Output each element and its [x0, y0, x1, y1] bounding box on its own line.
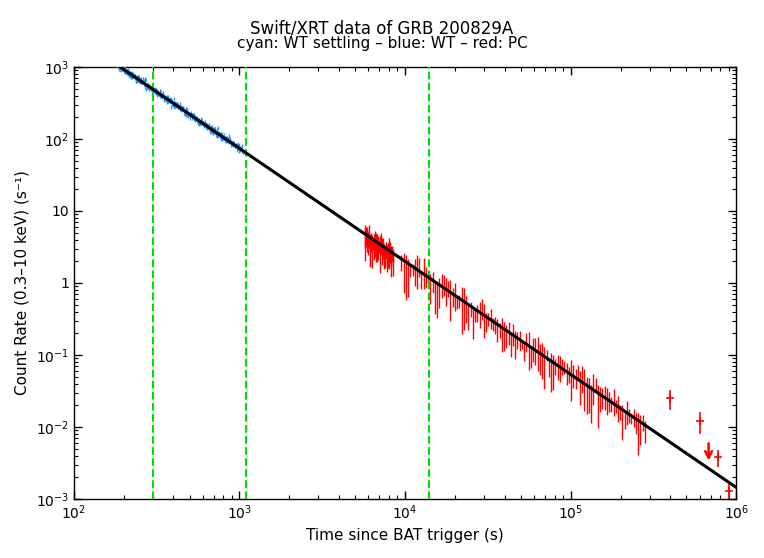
X-axis label: Time since BAT trigger (s): Time since BAT trigger (s) — [306, 528, 504, 543]
Y-axis label: Count Rate (0.3–10 keV) (s⁻¹): Count Rate (0.3–10 keV) (s⁻¹) — [15, 171, 30, 396]
Text: Swift/XRT data of GRB 200829A: Swift/XRT data of GRB 200829A — [251, 20, 513, 37]
Text: cyan: WT settling – blue: WT – red: PC: cyan: WT settling – blue: WT – red: PC — [237, 36, 527, 51]
Title: Swift/XRT data of GRB 200829A
cyan: WT settling – blue: WT – red: PC: Swift/XRT data of GRB 200829A cyan: WT s… — [0, 557, 1, 558]
